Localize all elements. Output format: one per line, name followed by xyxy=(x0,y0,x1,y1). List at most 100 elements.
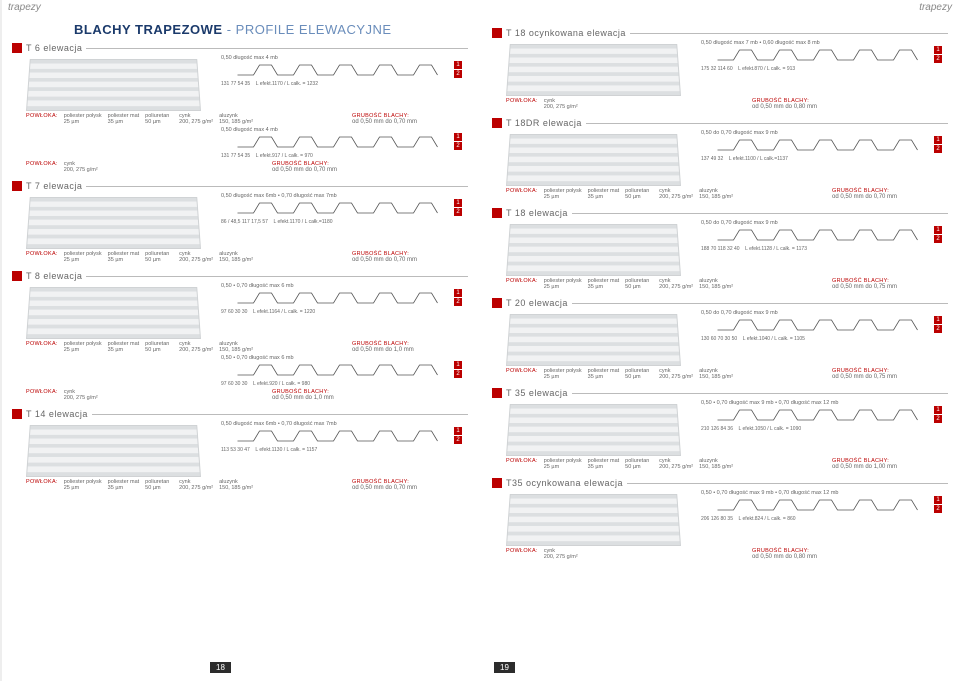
coating-col: poliester połysk25 µm xyxy=(64,479,102,491)
profile-svg xyxy=(691,496,944,514)
coating-col: poliuretan50 µm xyxy=(145,479,173,491)
section-name: T 20 elewacja xyxy=(506,298,568,308)
variant-block: 0,50 długość max 4 mb12131 77 54 35 L ef… xyxy=(26,127,468,159)
profile-svg xyxy=(691,406,944,424)
variant-details: 0,50 • 0,70 długość max 6 mb1297 60 30 3… xyxy=(207,355,468,387)
coating-col-val: 35 µm xyxy=(588,374,620,380)
variant-block: 0,50 • 0,70 długość max 6 mb1297 60 30 3… xyxy=(26,283,468,339)
variant-details: 0,50 do 0,70 długość max 9 mb12137 49 32… xyxy=(687,130,948,186)
coating-col-val: 200, 275 g/m² xyxy=(659,374,693,380)
coating-col-val: 150, 185 g/m² xyxy=(699,194,733,200)
profile-legend: L efekt.870 / L całk. = 913 xyxy=(738,66,795,72)
product-section: T 20 elewacja 0,50 do 0,70 długość max 9 … xyxy=(492,298,948,380)
section-rule xyxy=(86,186,468,187)
section-rule xyxy=(630,33,948,34)
tag-2: 2 xyxy=(454,298,462,306)
coating-col: aluzynk150, 185 g/m² xyxy=(219,479,253,491)
section-marker xyxy=(12,409,22,419)
profile-drawing: 12 xyxy=(691,226,944,244)
coating-header: POWŁOKA: xyxy=(506,278,538,284)
tag-1: 1 xyxy=(934,316,942,324)
profile-svg xyxy=(691,136,944,154)
coating-col: aluzynk150, 185 g/m² xyxy=(699,188,733,200)
section-marker xyxy=(492,118,502,128)
coating-col: poliester połysk25 µm xyxy=(64,251,102,263)
variant-tags: 12 xyxy=(934,226,942,243)
thickness-value: od 0,50 mm do 0,80 mm xyxy=(752,104,817,110)
coating-col-val: 200, 275 g/m² xyxy=(179,347,213,353)
tag-2: 2 xyxy=(934,505,942,513)
profile-dims: 137 49 32 L efekt.1100 / L całk.=1137 xyxy=(701,156,948,162)
coating-col: poliester połysk25 µm xyxy=(544,188,582,200)
left-page: trapezy BLACHY TRAPEZOWE - PROFILE ELEWA… xyxy=(0,0,480,681)
tag-1: 1 xyxy=(454,199,462,207)
sheet-swatch xyxy=(506,494,681,546)
coating-col-val: 200, 275 g/m² xyxy=(659,194,693,200)
coating-col: cynk200, 275 g/m² xyxy=(544,548,578,560)
thickness-row: GRUBOŚĆ BLACHY:od 0,50 mm do 0,75 mm xyxy=(832,368,948,380)
product-section: T 7 elewacja0,50 długość max 6mb • 0,70 … xyxy=(12,181,468,263)
variant-block: 0,50 długość max 4 mb12131 77 54 35 L ef… xyxy=(26,55,468,111)
variant-tags: 12 xyxy=(454,61,462,78)
tag-1: 1 xyxy=(934,46,942,54)
section-header: T 7 elewacja xyxy=(12,181,468,191)
coating-col: cynk200, 275 g/m² xyxy=(179,251,213,263)
coating-col: aluzynk150, 185 g/m² xyxy=(219,251,253,263)
coating-col-val: 25 µm xyxy=(64,257,102,263)
coating-col-val: 200, 275 g/m² xyxy=(544,554,578,560)
coating-col: poliester mat35 µm xyxy=(108,341,140,353)
thickness-row: GRUBOŚĆ BLACHY:od 0,50 mm do 0,70 mm xyxy=(272,161,468,173)
section-marker xyxy=(12,181,22,191)
variant-details: 0,50 do 0,70 długość max 9 mb12130 60 70… xyxy=(687,310,948,366)
coating-col-val: 35 µm xyxy=(588,194,620,200)
profile-svg xyxy=(691,226,944,244)
header-word-right: trapezy xyxy=(919,2,952,13)
coating-header: POWŁOKA: xyxy=(26,161,58,167)
profile-legend: L efekt.1050 / L całk. = 1090 xyxy=(739,426,802,432)
coating-col: cynk200, 275 g/m² xyxy=(179,341,213,353)
section-rule xyxy=(572,303,948,304)
profile-drawing: 12 xyxy=(211,289,464,307)
profile-drawing: 12 xyxy=(691,496,944,514)
profile-svg xyxy=(691,316,944,334)
coating-col: cynk200, 275 g/m² xyxy=(659,278,693,290)
variant-details: 0,50 • 0,70 długość max 9 mb • 0,70 dług… xyxy=(687,400,948,456)
coating-col-val: 25 µm xyxy=(544,464,582,470)
section-header: T 20 elewacja xyxy=(492,298,948,308)
profile-drawing: 12 xyxy=(211,133,464,151)
product-section: T 14 elewacja0,50 długość max 6mb • 0,70… xyxy=(12,409,468,491)
coating-header: POWŁOKA: xyxy=(26,113,58,119)
thickness-row: GRUBOŚĆ BLACHY:od 0,50 mm do 0,80 mm xyxy=(752,548,948,560)
coating-header: POWŁOKA: xyxy=(506,458,538,464)
variant-block: 0,50 długość max 6mb • 0,70 długość max … xyxy=(26,421,468,477)
thickness-row: GRUBOŚĆ BLACHY:od 0,50 mm do 0,70 mm xyxy=(352,251,468,263)
section-rule xyxy=(86,48,468,49)
thickness-row: GRUBOŚĆ BLACHY:od 0,50 mm do 0,80 mm xyxy=(752,98,948,110)
variant-tags: 12 xyxy=(934,496,942,513)
coating-col-val: 150, 185 g/m² xyxy=(699,284,733,290)
variant-tags: 12 xyxy=(454,199,462,216)
profile-svg xyxy=(211,133,464,151)
coating-col: aluzynk150, 185 g/m² xyxy=(219,341,253,353)
variant-details: 0,50 • 0,70 długość max 6 mb1297 60 30 3… xyxy=(207,283,468,339)
coating-col-val: 25 µm xyxy=(64,485,102,491)
right-sections: T 18 ocynkowana elewacja0,50 długość max… xyxy=(492,28,948,560)
section-name: T 18 ocynkowana elewacja xyxy=(506,28,626,38)
section-header: T 18 elewacja xyxy=(492,208,948,218)
section-rule xyxy=(572,393,948,394)
coating-col: poliuretan50 µm xyxy=(625,278,653,290)
coating-header: POWŁOKA: xyxy=(26,389,58,395)
section-name: T35 ocynkowana elewacja xyxy=(506,478,623,488)
variant-tags: 12 xyxy=(934,316,942,333)
tag-2: 2 xyxy=(934,235,942,243)
section-marker xyxy=(492,478,502,488)
profile-svg xyxy=(691,46,944,64)
sheet-swatch xyxy=(506,224,681,276)
section-rule xyxy=(586,123,948,124)
swatch-spacer xyxy=(26,355,201,387)
main-title: BLACHY TRAPEZOWE - PROFILE ELEWACYJNE xyxy=(74,22,468,37)
profile-legend: L efekt.1130 / L całk. = 1157 xyxy=(255,447,317,453)
product-section: T 18DR elewacja0,50 do 0,70 długość max … xyxy=(492,118,948,200)
coating-col-val: 35 µm xyxy=(108,485,140,491)
coating-header: POWŁOKA: xyxy=(26,341,58,347)
